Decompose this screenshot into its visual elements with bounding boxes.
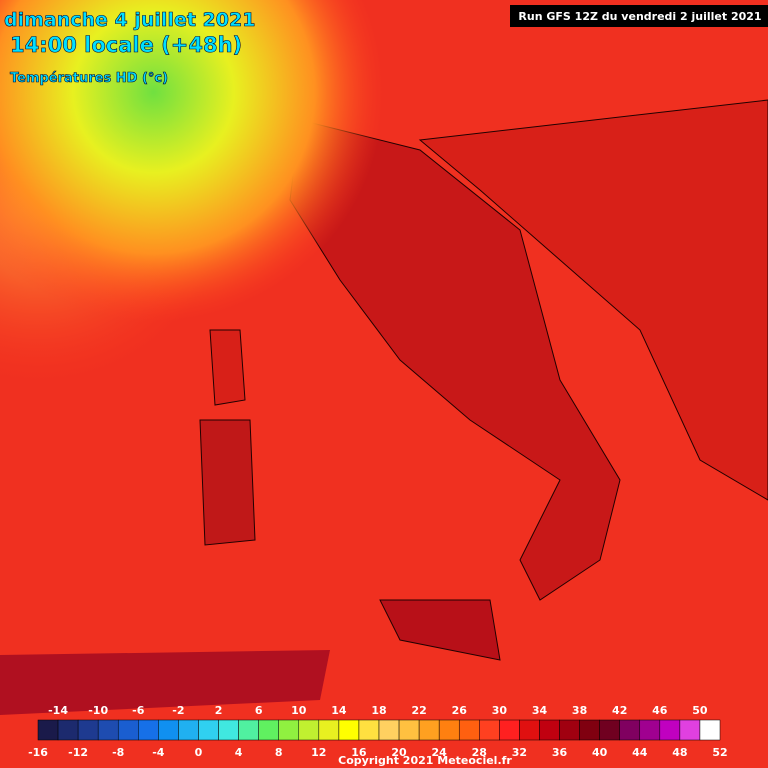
scale-swatch bbox=[418, 719, 440, 741]
scale-swatch bbox=[358, 719, 380, 741]
scale-label: 18 bbox=[371, 704, 386, 717]
scale-label: 20 bbox=[391, 746, 407, 759]
scale-swatch bbox=[458, 719, 480, 741]
scale-swatch bbox=[699, 719, 721, 741]
scale-label: 12 bbox=[311, 746, 326, 759]
scale-swatch bbox=[338, 719, 360, 741]
scale-label: -16 bbox=[28, 746, 48, 759]
scale-label: 26 bbox=[452, 704, 468, 717]
scale-label: 48 bbox=[672, 746, 687, 759]
scale-swatch bbox=[639, 719, 661, 741]
scale-label: -6 bbox=[132, 704, 145, 717]
scale-label: 14 bbox=[331, 704, 347, 717]
scale-label: 4 bbox=[235, 746, 243, 759]
scale-label: 28 bbox=[472, 746, 487, 759]
scale-swatch bbox=[619, 719, 641, 741]
scale-swatch bbox=[198, 719, 219, 741]
scale-label: -4 bbox=[152, 746, 165, 759]
scale-label: 42 bbox=[612, 704, 627, 717]
scale-swatch bbox=[398, 719, 420, 741]
scale-label: 22 bbox=[411, 704, 426, 717]
copyright: Copyright 2021 Meteociel.fr bbox=[338, 754, 512, 767]
scale-swatch bbox=[679, 719, 701, 741]
scale-swatch bbox=[77, 719, 99, 741]
color-scale: -14 -10 -6 -2 2 6 10 14 18 22 26 30 34 38 42 46 50-16 -12… bbox=[28, 704, 728, 759]
scale-label: -12 bbox=[68, 746, 88, 759]
scale-swatch bbox=[97, 719, 119, 741]
scale-swatch bbox=[178, 719, 199, 741]
scale-swatch bbox=[599, 719, 620, 741]
scale-swatch bbox=[559, 719, 580, 741]
date-label: dimanche 4 juillet 2021 bbox=[4, 9, 255, 31]
scale-swatch bbox=[378, 719, 400, 741]
run-box bbox=[510, 5, 768, 27]
scale-label: 10 bbox=[291, 704, 307, 717]
scale-swatch bbox=[218, 719, 239, 741]
scale-label: 16 bbox=[351, 746, 367, 759]
scale-swatch bbox=[579, 719, 600, 741]
scale-swatch bbox=[539, 719, 560, 741]
scale-swatch bbox=[298, 719, 320, 741]
scale-swatch bbox=[158, 719, 179, 741]
field-label: Températures HD (°c) bbox=[10, 71, 168, 86]
scale-label: 34 bbox=[532, 704, 548, 717]
scale-label: 0 bbox=[195, 746, 203, 759]
scale-label: 44 bbox=[632, 746, 648, 759]
scale-label: 52 bbox=[712, 746, 727, 759]
scale-label: 50 bbox=[692, 704, 708, 717]
scale-swatch bbox=[138, 719, 159, 741]
scale-label: -14 bbox=[48, 704, 68, 717]
scale-swatch bbox=[519, 719, 540, 741]
scale-swatch bbox=[499, 719, 520, 741]
scale-label: -10 bbox=[88, 704, 108, 717]
scale-label: 24 bbox=[432, 746, 448, 759]
scale-label: 36 bbox=[552, 746, 568, 759]
run-label: Run GFS 12Z du vendredi 2 juillet 2021 bbox=[518, 10, 761, 23]
scale-swatch bbox=[238, 719, 259, 741]
scale-swatch bbox=[37, 719, 59, 741]
scale-label: -8 bbox=[112, 746, 124, 759]
time-label: 14:00 locale (+48h) bbox=[10, 33, 242, 57]
scale-swatch bbox=[479, 719, 500, 741]
scale-swatch bbox=[438, 719, 460, 741]
scale-label: -2 bbox=[172, 704, 184, 717]
scale-label: 2 bbox=[215, 704, 223, 717]
scale-label: 32 bbox=[512, 746, 527, 759]
scale-label: 6 bbox=[255, 704, 263, 717]
scale-label: 30 bbox=[492, 704, 508, 717]
scale-label: 38 bbox=[572, 704, 587, 717]
scale-label: 40 bbox=[592, 746, 608, 759]
scale-swatch bbox=[57, 719, 79, 741]
scale-swatch bbox=[318, 719, 340, 741]
scale-swatch bbox=[659, 719, 681, 741]
scale-swatch bbox=[258, 719, 279, 741]
scale-swatch bbox=[117, 719, 139, 741]
scale-label: 46 bbox=[652, 704, 668, 717]
scale-label: 8 bbox=[275, 746, 283, 759]
scale-swatch bbox=[278, 719, 300, 741]
